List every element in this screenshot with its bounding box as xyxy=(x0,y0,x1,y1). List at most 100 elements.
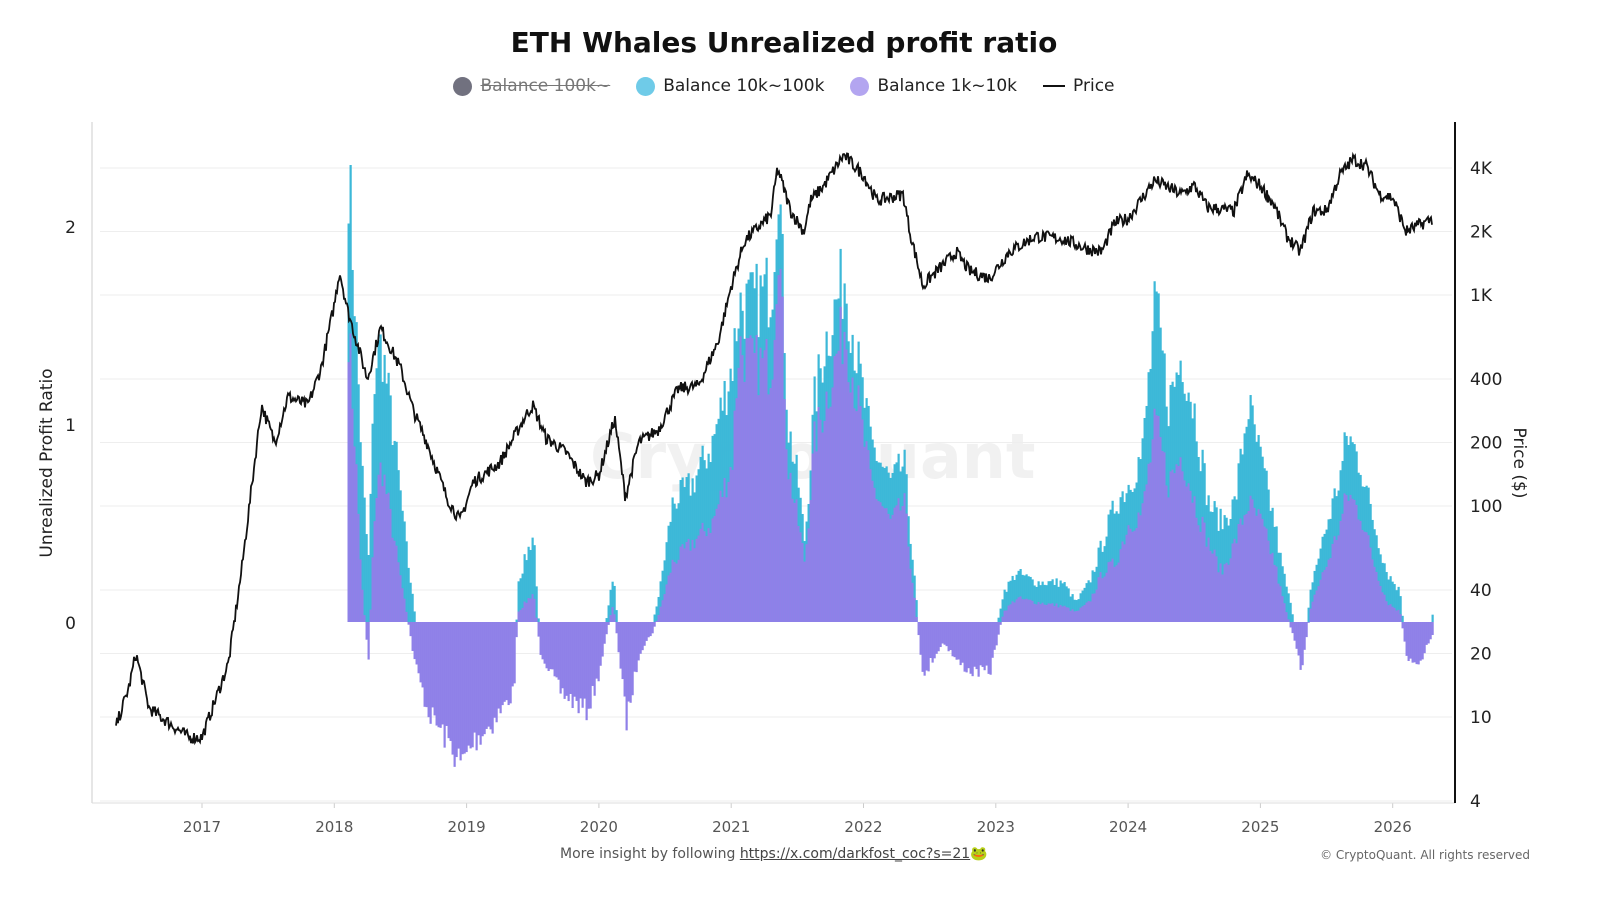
bar-balance-1k-10k xyxy=(545,622,548,669)
legend-item-balance-1k-10k[interactable]: Balance 1k~10k xyxy=(850,76,1017,96)
bar-balance-1k-10k xyxy=(967,622,970,669)
bar-balance-10k-100k xyxy=(1053,584,1056,622)
bar-balance-1k-10k xyxy=(557,622,560,680)
bar-balance-1k-10k xyxy=(621,622,624,680)
bar-balance-1k-10k xyxy=(839,306,842,622)
bar-balance-1k-10k xyxy=(501,622,504,706)
bar-balance-1k-10k xyxy=(395,545,398,622)
bar-balance-1k-10k xyxy=(1103,576,1106,622)
chart-title: ETH Whales Unrealized profit ratio xyxy=(510,26,1058,59)
bar-balance-1k-10k xyxy=(537,622,540,637)
bar-balance-1k-10k xyxy=(801,542,804,622)
bar-balance-10k-100k xyxy=(1385,572,1388,622)
bar-balance-10k-100k xyxy=(1287,593,1290,622)
bar-balance-1k-10k xyxy=(729,466,732,622)
bar-balance-10k-100k xyxy=(1039,585,1042,622)
bar-balance-1k-10k xyxy=(943,622,946,645)
bar-balance-1k-10k xyxy=(1355,504,1358,622)
bar-balance-1k-10k xyxy=(1173,473,1176,622)
bar-balance-1k-10k xyxy=(435,622,438,726)
bar-balance-1k-10k xyxy=(1283,603,1286,622)
bar-balance-1k-10k xyxy=(705,536,708,622)
bar-balance-1k-10k xyxy=(1411,622,1414,663)
bar-balance-1k-10k xyxy=(965,622,968,673)
bar-balance-1k-10k xyxy=(525,602,528,622)
bar-balance-1k-10k xyxy=(1091,593,1094,622)
bar-balance-1k-10k xyxy=(1423,622,1426,654)
bar-balance-1k-10k xyxy=(1027,599,1030,622)
bar-balance-10k-100k xyxy=(1387,579,1390,622)
bar-balance-10k-100k xyxy=(393,440,396,622)
bar-balance-1k-10k xyxy=(505,622,508,701)
bar-balance-1k-10k xyxy=(1199,531,1202,622)
legend-item-price[interactable]: Price xyxy=(1043,76,1115,96)
bar-balance-1k-10k xyxy=(1057,607,1060,622)
bar-balance-1k-10k xyxy=(1033,603,1036,622)
legend-item-balance-10k-100k[interactable]: Balance 10k~100k xyxy=(636,76,824,96)
bar-balance-1k-10k xyxy=(1281,596,1284,622)
bar-balance-1k-10k xyxy=(971,622,974,677)
legend-item-balance-100k[interactable]: Balance 100k~ xyxy=(453,76,610,96)
bar-balance-1k-10k xyxy=(1385,601,1388,622)
footer-link[interactable]: https://x.com/darkfost_coc?s=21 xyxy=(739,846,971,862)
legend-line-icon xyxy=(1043,85,1066,87)
bar-balance-1k-10k xyxy=(375,498,378,622)
bar-balance-1k-10k xyxy=(587,622,590,709)
bar-balance-1k-10k xyxy=(1201,516,1204,622)
bar-balance-1k-10k xyxy=(901,506,904,622)
bar-balance-1k-10k xyxy=(1137,512,1140,622)
bar-balance-10k-100k xyxy=(1021,574,1024,622)
bar-balance-10k-100k xyxy=(611,581,614,622)
bar-balance-1k-10k xyxy=(603,622,606,644)
bar-balance-10k-100k xyxy=(1035,586,1038,622)
bar-balance-1k-10k xyxy=(1417,622,1420,665)
bar-balance-1k-10k xyxy=(811,453,814,622)
bar-balance-1k-10k xyxy=(417,622,420,674)
bar-balance-1k-10k xyxy=(583,622,586,699)
bar-balance-1k-10k xyxy=(1401,622,1404,629)
bar-balance-1k-10k xyxy=(565,622,568,696)
bar-balance-1k-10k xyxy=(415,622,418,665)
bar-balance-1k-10k xyxy=(595,622,598,679)
bar-balance-1k-10k xyxy=(1369,547,1372,622)
bar-balance-1k-10k xyxy=(1343,493,1346,622)
bar-balance-1k-10k xyxy=(643,622,646,646)
bar-balance-1k-10k xyxy=(695,538,698,622)
y2-tick-label: 40 xyxy=(1470,581,1492,601)
bar-balance-1k-10k xyxy=(1255,515,1258,622)
bar-balance-1k-10k xyxy=(1425,622,1428,645)
bar-balance-1k-10k xyxy=(529,598,532,622)
bar-balance-1k-10k xyxy=(397,562,400,622)
bar-balance-10k-100k xyxy=(371,423,374,622)
bar-balance-1k-10k xyxy=(1193,496,1196,622)
bar-balance-1k-10k xyxy=(1189,490,1192,622)
bar-balance-1k-10k xyxy=(1025,598,1028,622)
bar-balance-1k-10k xyxy=(925,622,928,671)
bar-balance-10k-100k xyxy=(521,573,524,622)
bar-balance-1k-10k xyxy=(895,505,898,622)
bar-balance-1k-10k xyxy=(453,622,456,767)
bar-balance-10k-100k xyxy=(405,541,408,622)
bar-balance-1k-10k xyxy=(687,538,690,622)
bar-balance-1k-10k xyxy=(693,548,696,622)
bar-balance-1k-10k xyxy=(1163,452,1166,622)
bar-balance-1k-10k xyxy=(1117,562,1120,622)
bar-balance-10k-100k xyxy=(667,525,670,622)
bar-balance-1k-10k xyxy=(515,622,518,638)
bar-balance-1k-10k xyxy=(831,387,834,622)
bar-balance-10k-100k xyxy=(367,555,370,622)
bar-balance-1k-10k xyxy=(761,358,764,622)
bar-balance-1k-10k xyxy=(1099,572,1102,622)
bar-balance-1k-10k xyxy=(405,611,408,622)
bar-balance-1k-10k xyxy=(735,398,738,622)
bar-balance-1k-10k xyxy=(701,522,704,622)
bar-balance-1k-10k xyxy=(1135,528,1138,622)
bar-balance-1k-10k xyxy=(579,622,582,699)
bar-balance-1k-10k xyxy=(1309,608,1312,622)
copyright: © CryptoQuant. All rights reserved xyxy=(1320,848,1530,862)
bar-balance-10k-100k xyxy=(661,570,664,622)
bar-balance-1k-10k xyxy=(1409,622,1412,659)
bar-balance-1k-10k xyxy=(1181,471,1184,622)
bar-balance-1k-10k xyxy=(759,347,762,622)
y2-tick-label: 400 xyxy=(1470,370,1502,390)
